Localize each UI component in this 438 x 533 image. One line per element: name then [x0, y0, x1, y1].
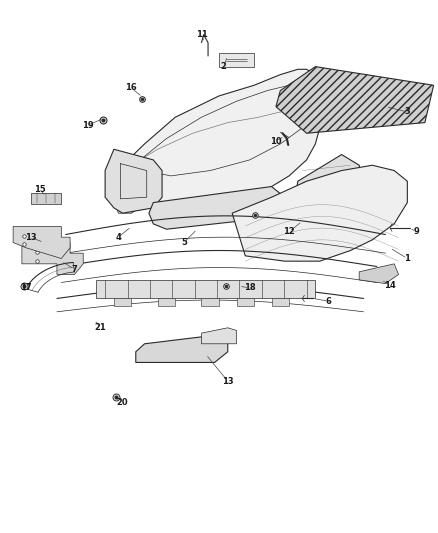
Bar — [192, 211, 202, 221]
Text: 18: 18 — [244, 284, 255, 292]
Text: 16: 16 — [126, 84, 137, 92]
Text: 5: 5 — [181, 238, 187, 247]
Circle shape — [126, 174, 141, 193]
Polygon shape — [105, 149, 162, 213]
Polygon shape — [13, 227, 70, 259]
Polygon shape — [123, 69, 324, 208]
Polygon shape — [149, 187, 285, 229]
Polygon shape — [96, 280, 315, 298]
Text: 19: 19 — [82, 121, 93, 130]
Polygon shape — [293, 155, 364, 245]
Polygon shape — [237, 298, 254, 306]
Text: 3: 3 — [404, 108, 410, 116]
Text: 10: 10 — [270, 137, 282, 146]
Text: 14: 14 — [384, 281, 396, 289]
Text: 13: 13 — [222, 377, 233, 385]
Polygon shape — [158, 298, 175, 306]
Polygon shape — [359, 264, 399, 284]
Polygon shape — [201, 328, 237, 344]
Polygon shape — [276, 67, 434, 133]
Bar — [212, 211, 223, 221]
Polygon shape — [31, 193, 61, 204]
Polygon shape — [201, 298, 219, 306]
Polygon shape — [219, 53, 254, 67]
Polygon shape — [114, 298, 131, 306]
Text: 17: 17 — [21, 284, 32, 292]
Text: 12: 12 — [283, 228, 295, 236]
Text: 6: 6 — [325, 297, 332, 305]
Text: 11: 11 — [196, 30, 207, 39]
Text: 4: 4 — [115, 233, 121, 241]
Text: 7: 7 — [71, 265, 78, 273]
Polygon shape — [114, 181, 149, 213]
Bar — [254, 211, 265, 221]
Bar — [171, 211, 182, 221]
Text: 1: 1 — [404, 254, 410, 263]
Text: 21: 21 — [95, 324, 106, 332]
Text: 9: 9 — [413, 228, 419, 236]
Text: 13: 13 — [25, 233, 36, 241]
Text: 20: 20 — [117, 398, 128, 407]
Polygon shape — [22, 243, 83, 274]
Polygon shape — [136, 333, 228, 362]
Text: 2: 2 — [220, 62, 226, 71]
Bar — [233, 211, 244, 221]
Text: 15: 15 — [34, 185, 45, 193]
Polygon shape — [272, 298, 289, 306]
Polygon shape — [232, 165, 407, 261]
